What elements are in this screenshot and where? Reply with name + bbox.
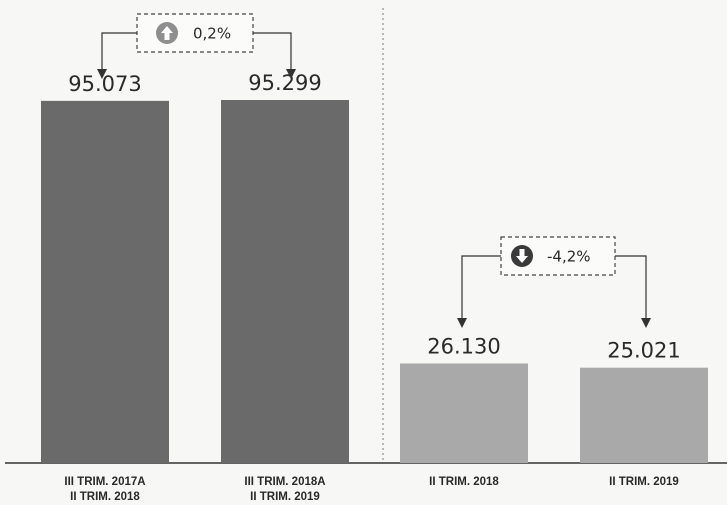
bar <box>580 368 708 463</box>
category-label: II TRIM. 2019 <box>250 491 320 503</box>
value-label: 95.299 <box>248 71 321 95</box>
category-label: III TRIM. 2017A <box>64 476 145 488</box>
change-percent-label: -4,2% <box>547 248 591 266</box>
category-label: II TRIM. 2018 <box>70 491 140 503</box>
category-label: II TRIM. 2019 <box>609 476 679 488</box>
connector-line <box>102 33 137 71</box>
arrow-head-left <box>457 318 467 328</box>
bar <box>41 101 169 463</box>
bar <box>221 100 349 463</box>
category-label: III TRIM. 2018A <box>244 476 325 488</box>
bar <box>400 363 528 463</box>
connector-line <box>253 33 291 71</box>
value-label: 25.021 <box>607 339 680 363</box>
arrow-head-right <box>641 318 651 328</box>
category-label: II TRIM. 2018 <box>429 476 499 488</box>
connector-line <box>462 256 501 320</box>
value-label: 26.130 <box>427 334 500 358</box>
value-label: 95.073 <box>68 72 141 96</box>
change-percent-label: 0,2% <box>193 25 231 43</box>
connector-line <box>615 256 646 320</box>
